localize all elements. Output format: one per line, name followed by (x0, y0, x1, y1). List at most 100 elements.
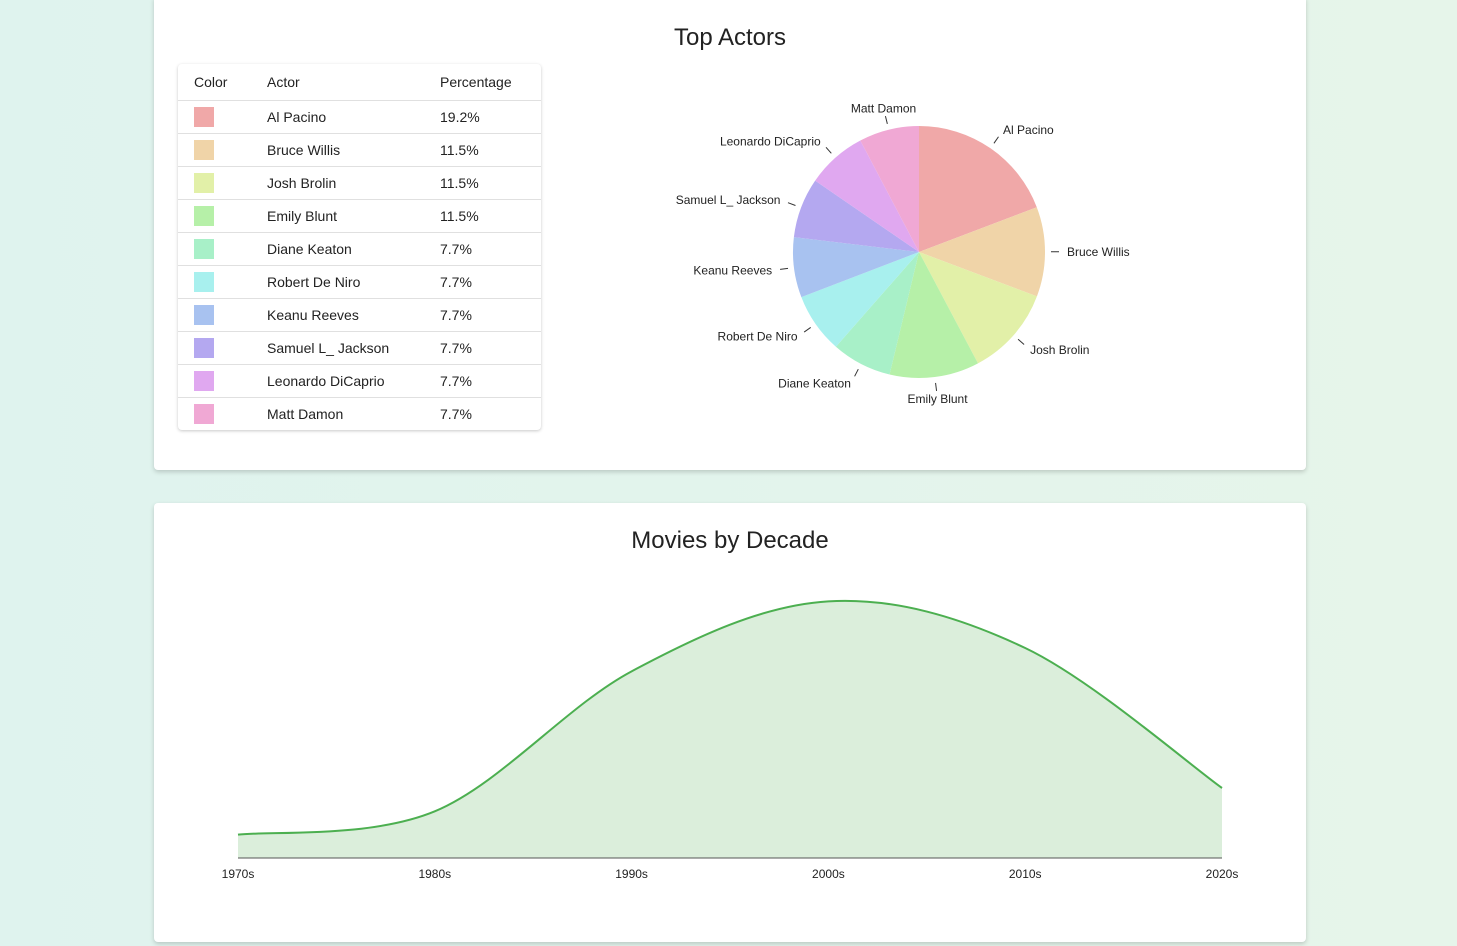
top-actors-title: Top Actors (673, 24, 787, 51)
table-row[interactable]: Josh Brolin 11.5% (178, 166, 541, 200)
pie-label-leonardo-dicaprio: Leonardo DiCaprio (720, 134, 821, 148)
pie-slice-al-pacino[interactable] (919, 126, 1037, 252)
table-row[interactable]: Robert De Niro 7.7% (178, 265, 541, 299)
actors-table-body: Al Pacino 19.2% Bruce Willis 11.5% Josh Brol… (178, 100, 541, 431)
percentage-cell: 7.7% (440, 406, 472, 422)
color-cell (178, 232, 251, 266)
color-cell (178, 166, 251, 200)
color-cell (178, 199, 251, 233)
actor-name-cell: Josh Brolin (251, 166, 424, 200)
x-tick-label-2000s: 2000s (812, 867, 845, 881)
color-cell (178, 100, 251, 134)
pie-label-josh-brolin: Josh Brolin (1030, 343, 1089, 357)
movies-by-decade-card: Movies by Decade 1970s 1980s 1990s 2000s 201… (154, 503, 1306, 942)
x-tick-label-2020s: 2020s (1206, 867, 1239, 881)
pie-label-bruce-willis: Bruce Willis (1067, 245, 1130, 259)
area-line (237, 599, 1223, 836)
actor-column-header[interactable]: Actor (251, 64, 424, 101)
table-row[interactable]: Keanu Reeves 7.7% (178, 298, 541, 332)
pie-label-tick-diane-keaton (854, 368, 859, 377)
pie-label-tick-matt-damon (884, 115, 888, 124)
table-header-row: Color Actor Percentage (178, 64, 541, 101)
percentage-cell: 7.7% (424, 298, 541, 332)
table-row[interactable]: Bruce Willis 11.5% (178, 133, 541, 167)
percentage-cell: 7.7% (424, 331, 541, 365)
actor-name-cell: Emily Blunt (251, 199, 424, 233)
table-row[interactable]: Al Pacino 19.2% (178, 100, 541, 134)
pie-label-tick-josh-brolin (1017, 338, 1025, 345)
pie-slice-josh-brolin[interactable] (919, 252, 1037, 364)
pie-label-al-pacino: Al Pacino (1003, 123, 1054, 137)
movies-by-decade-area-chart: 1970s 1980s 1990s 2000s 2010s 2020s (222, 599, 1239, 881)
color-swatch-matt-damon (194, 404, 214, 424)
movies-by-decade-title: Movies by Decade (631, 527, 829, 554)
actors-table: Color Actor Percentage Al Pacino 19.2% Bru… (178, 64, 541, 430)
color-swatch-bruce-willis (194, 140, 214, 160)
pie-label-keanu-reeves: Keanu Reeves (693, 263, 772, 277)
pie-label-tick-al-pacino (993, 136, 999, 144)
x-tick-label-1990s: 1990s (615, 867, 648, 881)
top-actors-card: Top Actors Color Actor Percentage Al Pac… (154, 0, 1306, 470)
pie-label-robert-de-niro: Robert De Niro (718, 330, 798, 344)
pie-label-matt-damon: Matt Damon (851, 101, 916, 115)
pie-slice-leonardo-dicaprio[interactable] (815, 140, 919, 252)
pie-slice-diane-keaton[interactable] (835, 252, 919, 375)
color-swatch-leonardo-dicaprio (194, 371, 214, 391)
actor-name-cell: Robert De Niro (251, 265, 424, 299)
table-row[interactable]: Leonardo DiCaprio 7.7% (178, 364, 541, 398)
table-row[interactable]: Diane Keaton 7.7% (178, 232, 541, 266)
color-swatch-samuel-l-jackson (194, 338, 214, 358)
color-swatch-robert-de-niro (194, 272, 214, 292)
x-tick-label-2010s: 2010s (1009, 867, 1042, 881)
pie-slice-bruce-willis[interactable] (919, 207, 1045, 297)
actor-name-cell: Samuel L_ Jackson (251, 331, 424, 365)
percentage-cell: 7.7% (424, 232, 541, 266)
actor-name-cell: Al Pacino (251, 100, 424, 134)
color-column-header[interactable]: Color (178, 64, 251, 101)
color-cell (178, 298, 251, 332)
percentage-cell: 11.5% (424, 133, 541, 167)
top-actors-pie-chart: Al Pacino Bruce Willis Josh Brolin Emily Bl… (676, 101, 1130, 406)
pie-slice-keanu-reeves[interactable] (793, 237, 919, 298)
color-swatch-josh-brolin (194, 173, 214, 193)
actor-name-cell: Leonardo DiCaprio (251, 364, 424, 398)
color-swatch-al-pacino (194, 107, 214, 127)
pie-slice-emily-blunt[interactable] (889, 252, 979, 378)
color-cell (178, 398, 251, 431)
table-row[interactable]: Emily Blunt 11.5% (178, 199, 541, 233)
color-swatch-diane-keaton (194, 239, 214, 259)
pie-label-tick-emily-blunt (935, 382, 938, 391)
percentage-cell: 19.2% (424, 100, 541, 134)
pie-slice-robert-de-niro[interactable] (801, 252, 919, 347)
pie-label-samuel-l-jackson: Samuel L_ Jackson (676, 193, 781, 207)
actors-table-container: Color Actor Percentage Al Pacino 19.2% Bru… (178, 64, 541, 430)
percentage-cell: 11.5% (424, 199, 541, 233)
percentage-cell: 7.7% (424, 364, 541, 398)
pie-slice-samuel-l-jackson[interactable] (793, 180, 919, 252)
x-tick-label-1970s: 1970s (222, 867, 255, 881)
pie-label-tick-samuel-l-jackson (787, 202, 796, 206)
pie-label-emily-blunt: Emily Blunt (908, 392, 969, 406)
actor-name-cell: Diane Keaton (251, 232, 424, 266)
x-tick-label-1980s: 1980s (418, 867, 451, 881)
pie-label-tick-leonardo-dicaprio (825, 147, 832, 154)
color-cell (178, 331, 251, 365)
pie-label-tick-robert-de-niro (803, 327, 811, 333)
pie-slice-matt-damon[interactable] (860, 126, 919, 252)
pie-label-diane-keaton: Diane Keaton (778, 376, 851, 390)
area-fill (238, 600, 1222, 858)
color-cell (178, 265, 251, 299)
percentage-cell: 11.5% (424, 166, 541, 200)
color-cell (178, 364, 251, 398)
pie-label-tick-keanu-reeves (780, 267, 789, 270)
table-row[interactable]: Matt Damon 7.7% (178, 398, 541, 431)
actor-name-cell: Matt Damon (267, 406, 344, 422)
color-cell (178, 133, 251, 167)
actor-name-cell: Bruce Willis (251, 133, 424, 167)
percentage-cell: 7.7% (424, 265, 541, 299)
actor-name-cell: Keanu Reeves (251, 298, 424, 332)
percentage-column-header[interactable]: Percentage (424, 64, 541, 101)
color-swatch-keanu-reeves (194, 305, 214, 325)
table-row[interactable]: Samuel L_ Jackson 7.7% (178, 331, 541, 365)
color-swatch-emily-blunt (194, 206, 214, 226)
